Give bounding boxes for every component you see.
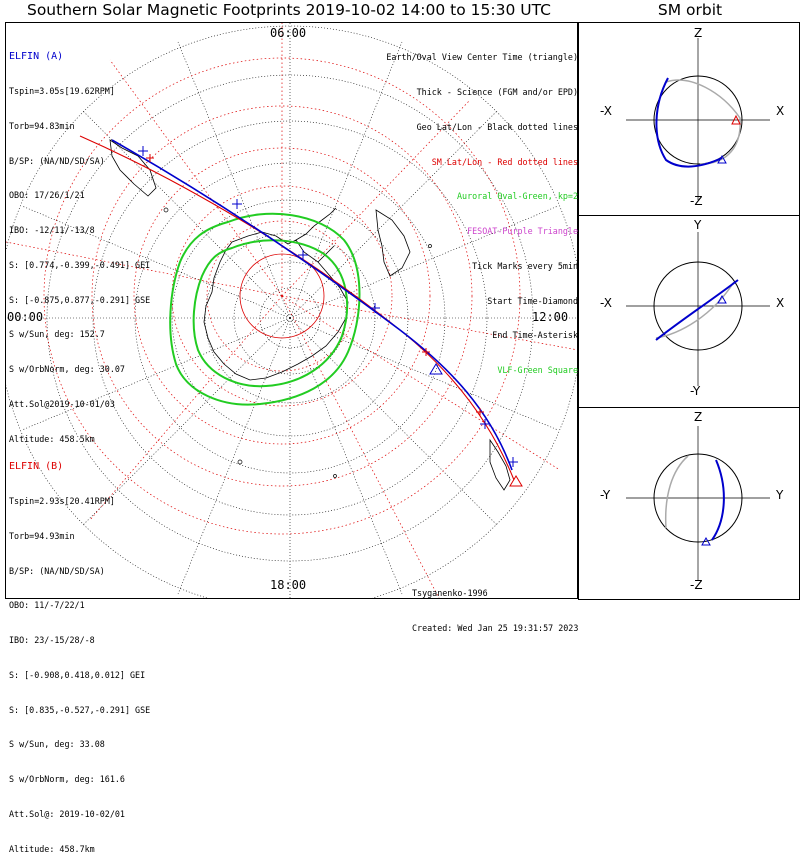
legend-entry: End Time-Asterisk xyxy=(492,330,578,341)
sm-panel-yz xyxy=(626,426,770,580)
elfin-b-orbit-xy xyxy=(655,281,735,339)
sm3-left-label: -Y xyxy=(600,488,611,502)
legend-entry: Tick Marks every 5min xyxy=(472,260,578,271)
sm1-bottom-label: -Z xyxy=(690,194,703,208)
elfin-b-line: OBO: 11/-7/22/1 xyxy=(9,600,85,611)
elfin-a-line: B/SP: (NA/ND/SD/SA) xyxy=(9,155,105,166)
elfin-a-line: S w/Sun, deg: 152.7 xyxy=(9,329,105,340)
elfin-a-footprint xyxy=(111,139,513,471)
elfin-a-line: IBO: -12/11/-13/8 xyxy=(9,225,95,236)
elfin-b-line: S: [0.835,-0.527,-0.291] GSE xyxy=(9,704,151,715)
elfin-b-line: S w/Sun, deg: 33.08 xyxy=(9,739,105,750)
elfin-b-line: B/SP: (NA/ND/SD/SA) xyxy=(9,565,105,576)
legend-entry: FESOAT-Purple Triangle xyxy=(467,226,578,237)
elfin-a-xy-triangle xyxy=(717,294,727,304)
auroral-oval-outer xyxy=(169,212,361,406)
legend: Earth/Oval View Center Time (triangle) T… xyxy=(386,29,578,388)
sm1-top-label: Z xyxy=(694,26,703,40)
elfin-b-line: S: [-0.908,0.418,0.012] GEI xyxy=(9,669,146,680)
legend-entry: Geo Lat/Lon - Black dotted lines xyxy=(416,121,578,132)
clock-label-12: 12:00 xyxy=(532,310,569,324)
elfin-b-line: Altitude: 458.7km xyxy=(9,843,95,854)
elfin-b-line: Tspin=2.93s[20.41RPM] xyxy=(9,495,115,506)
elfin-a-sm-triangle xyxy=(717,154,727,164)
elfin-b-line: Torb=94.93min xyxy=(9,530,75,541)
elfin-b-sm-triangle xyxy=(731,114,741,125)
sm1-left-label: -X xyxy=(600,104,612,118)
model-name: Tsyganenko-1996 xyxy=(412,588,488,599)
elfin-b-center-triangle xyxy=(509,475,523,487)
elfin-a-line: Att.Sol@2019-10-01/03 xyxy=(9,399,115,409)
legend-entry: Earth/Oval View Center Time (triangle) xyxy=(386,52,578,63)
sm3-right-label: Y xyxy=(776,488,784,502)
sm-panel-xy xyxy=(626,232,770,386)
plot-title: Southern Solar Magnetic Footprints 2019-… xyxy=(26,1,551,19)
sm-meridians xyxy=(6,23,577,598)
sm3-bottom-label: -Z xyxy=(690,578,703,592)
sm-orbit-title: SM orbit xyxy=(657,1,723,19)
sm-inner-circle xyxy=(239,253,325,339)
elfin-a-name: ELFIN (A) xyxy=(9,51,64,63)
elfin-a-line: Tspin=3.05s[19.62RPM] xyxy=(9,85,115,96)
auroral-oval-inner xyxy=(192,239,349,388)
elfin-a-line: OBO: 17/26/1/21 xyxy=(9,190,85,201)
elfin-a-line: Torb=94.83min xyxy=(9,120,75,131)
elfin-b-line: Att.Sol@: 2019-10-02/01 xyxy=(9,809,125,819)
elfin-b-name: ELFIN (B) xyxy=(9,461,64,473)
sm2-top-label: Y xyxy=(694,218,702,232)
elfin-b-orbit-yz xyxy=(664,455,689,529)
antarctica-coastline xyxy=(203,231,349,381)
sm2-left-label: -X xyxy=(600,296,612,310)
sm-panel-xz xyxy=(626,38,770,200)
elfin-a-yz-triangle xyxy=(701,536,711,546)
elfin-b-ticks xyxy=(146,154,484,416)
geo-meridians xyxy=(6,23,577,598)
legend-entry: VLF-Green Square xyxy=(497,365,578,376)
polar-plot-frame xyxy=(5,22,578,599)
elfin-a-line: S: [0.774,-0.399,-0.491] GEI xyxy=(9,259,151,270)
legend-entry: Start Time-Diamond xyxy=(487,295,578,306)
legend-entry: SM Lat/Lon - Red dotted lines xyxy=(431,156,578,167)
elfin-a-orbit-xy xyxy=(655,279,739,341)
elfin-a-info: ELFIN (A) Tspin=3.05s[19.62RPM] Torb=94.… xyxy=(9,28,150,457)
clock-label-06: 06:00 xyxy=(270,26,307,40)
elfin-a-line: S w/OrbNorm, deg: 30.07 xyxy=(9,364,125,375)
elfin-b-line: S w/OrbNorm, deg: 161.6 xyxy=(9,774,125,785)
australia-coastline xyxy=(109,139,157,197)
elfin-a-ticks xyxy=(138,146,518,467)
elfin-b-line: IBO: 23/-15/28/-8 xyxy=(9,635,95,646)
islands xyxy=(163,207,432,478)
elfin-a-line: Altitude: 458.5km xyxy=(9,433,95,444)
sm3-top-label: Z xyxy=(694,410,703,424)
sm-orbit-diagrams xyxy=(626,38,770,580)
south-america-coastline xyxy=(375,209,411,277)
elfin-a-orbit-yz xyxy=(711,459,725,541)
elfin-a-line: S: [-0.875,0.877,-0.291] GSE xyxy=(9,294,151,305)
sm2-bottom-label: -Y xyxy=(690,384,701,398)
created-date: Created: Wed Jan 25 19:31:57 2023 xyxy=(412,622,579,633)
elfin-a-orbit-xz xyxy=(655,77,723,168)
elfin-a-center-triangle xyxy=(429,363,443,375)
sm2-right-label: X xyxy=(776,296,785,310)
clock-label-00: 00:00 xyxy=(7,310,44,324)
africa-coastline xyxy=(489,438,511,491)
polar-plot xyxy=(6,23,577,598)
clock-label-18: 18:00 xyxy=(270,578,307,592)
legend-entry: Auroral Oval-Green, kp=2 xyxy=(456,191,578,202)
legend-entry: Thick - Science (FGM and/or EPD) xyxy=(416,86,578,97)
sm1-right-label: X xyxy=(776,104,785,118)
